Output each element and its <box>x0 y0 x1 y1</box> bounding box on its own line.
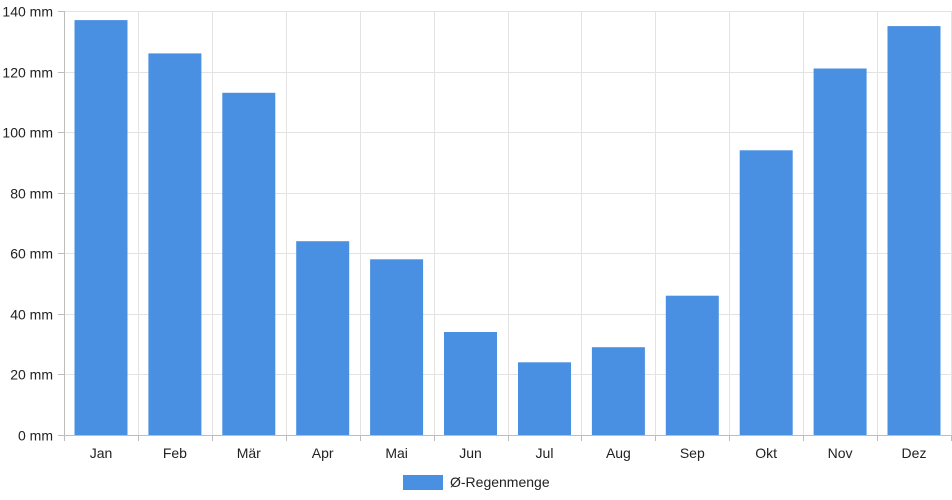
bar-Aug[interactable] <box>591 347 645 435</box>
x-tick-label: Apr <box>312 445 334 461</box>
legend-label: Ø-Regenmenge <box>450 474 550 490</box>
bars <box>74 20 941 436</box>
y-tick-label: 60 mm <box>10 246 53 262</box>
y-tick-label: 80 mm <box>10 186 53 202</box>
x-tick-label: Mär <box>237 445 261 461</box>
x-tick-label: Aug <box>606 445 631 461</box>
x-tick-label: Feb <box>163 445 187 461</box>
x-tick-label: Jul <box>536 445 554 461</box>
x-tick-label: Nov <box>828 445 853 461</box>
x-tick-label: Jun <box>459 445 482 461</box>
bar-Feb[interactable] <box>148 53 202 436</box>
x-tick-label: Mai <box>385 445 408 461</box>
bar-Jan[interactable] <box>74 20 128 435</box>
bar-Sep[interactable] <box>665 295 719 435</box>
y-tick-label: 100 mm <box>2 125 53 141</box>
y-tick-label: 40 mm <box>10 307 53 323</box>
bar-Nov[interactable] <box>813 68 867 436</box>
y-tick-label: 20 mm <box>10 367 53 383</box>
bar-Okt[interactable] <box>739 150 793 436</box>
grid-lines <box>64 11 952 436</box>
bar-Mai[interactable] <box>370 259 424 435</box>
y-tick-label: 0 mm <box>18 428 53 444</box>
bar-Dez[interactable] <box>887 26 941 435</box>
y-axis-tick-labels: 0 mm 20 mm 40 mm 60 mm 80 mm 100 mm 120 mm 140 … <box>2 4 53 444</box>
x-tick-label: Sep <box>680 445 705 461</box>
bar-Jul[interactable] <box>518 362 571 435</box>
x-tick-label: Okt <box>755 445 777 461</box>
x-tick-label: Dez <box>902 445 927 461</box>
bar-Jun[interactable] <box>444 332 497 435</box>
legend[interactable]: Ø-Regenmenge <box>403 474 550 490</box>
bar-Apr[interactable] <box>296 241 350 435</box>
y-tick-label: 140 mm <box>2 4 53 20</box>
x-axis-tick-labels: Jan Feb Mär Apr Mai Jun Jul Aug Sep Okt Nov Dez <box>90 445 927 461</box>
x-tick-label: Jan <box>90 445 113 461</box>
y-tick-label: 120 mm <box>2 65 53 81</box>
legend-swatch <box>403 475 443 490</box>
axes <box>58 11 952 441</box>
bar-Mär[interactable] <box>222 92 276 436</box>
